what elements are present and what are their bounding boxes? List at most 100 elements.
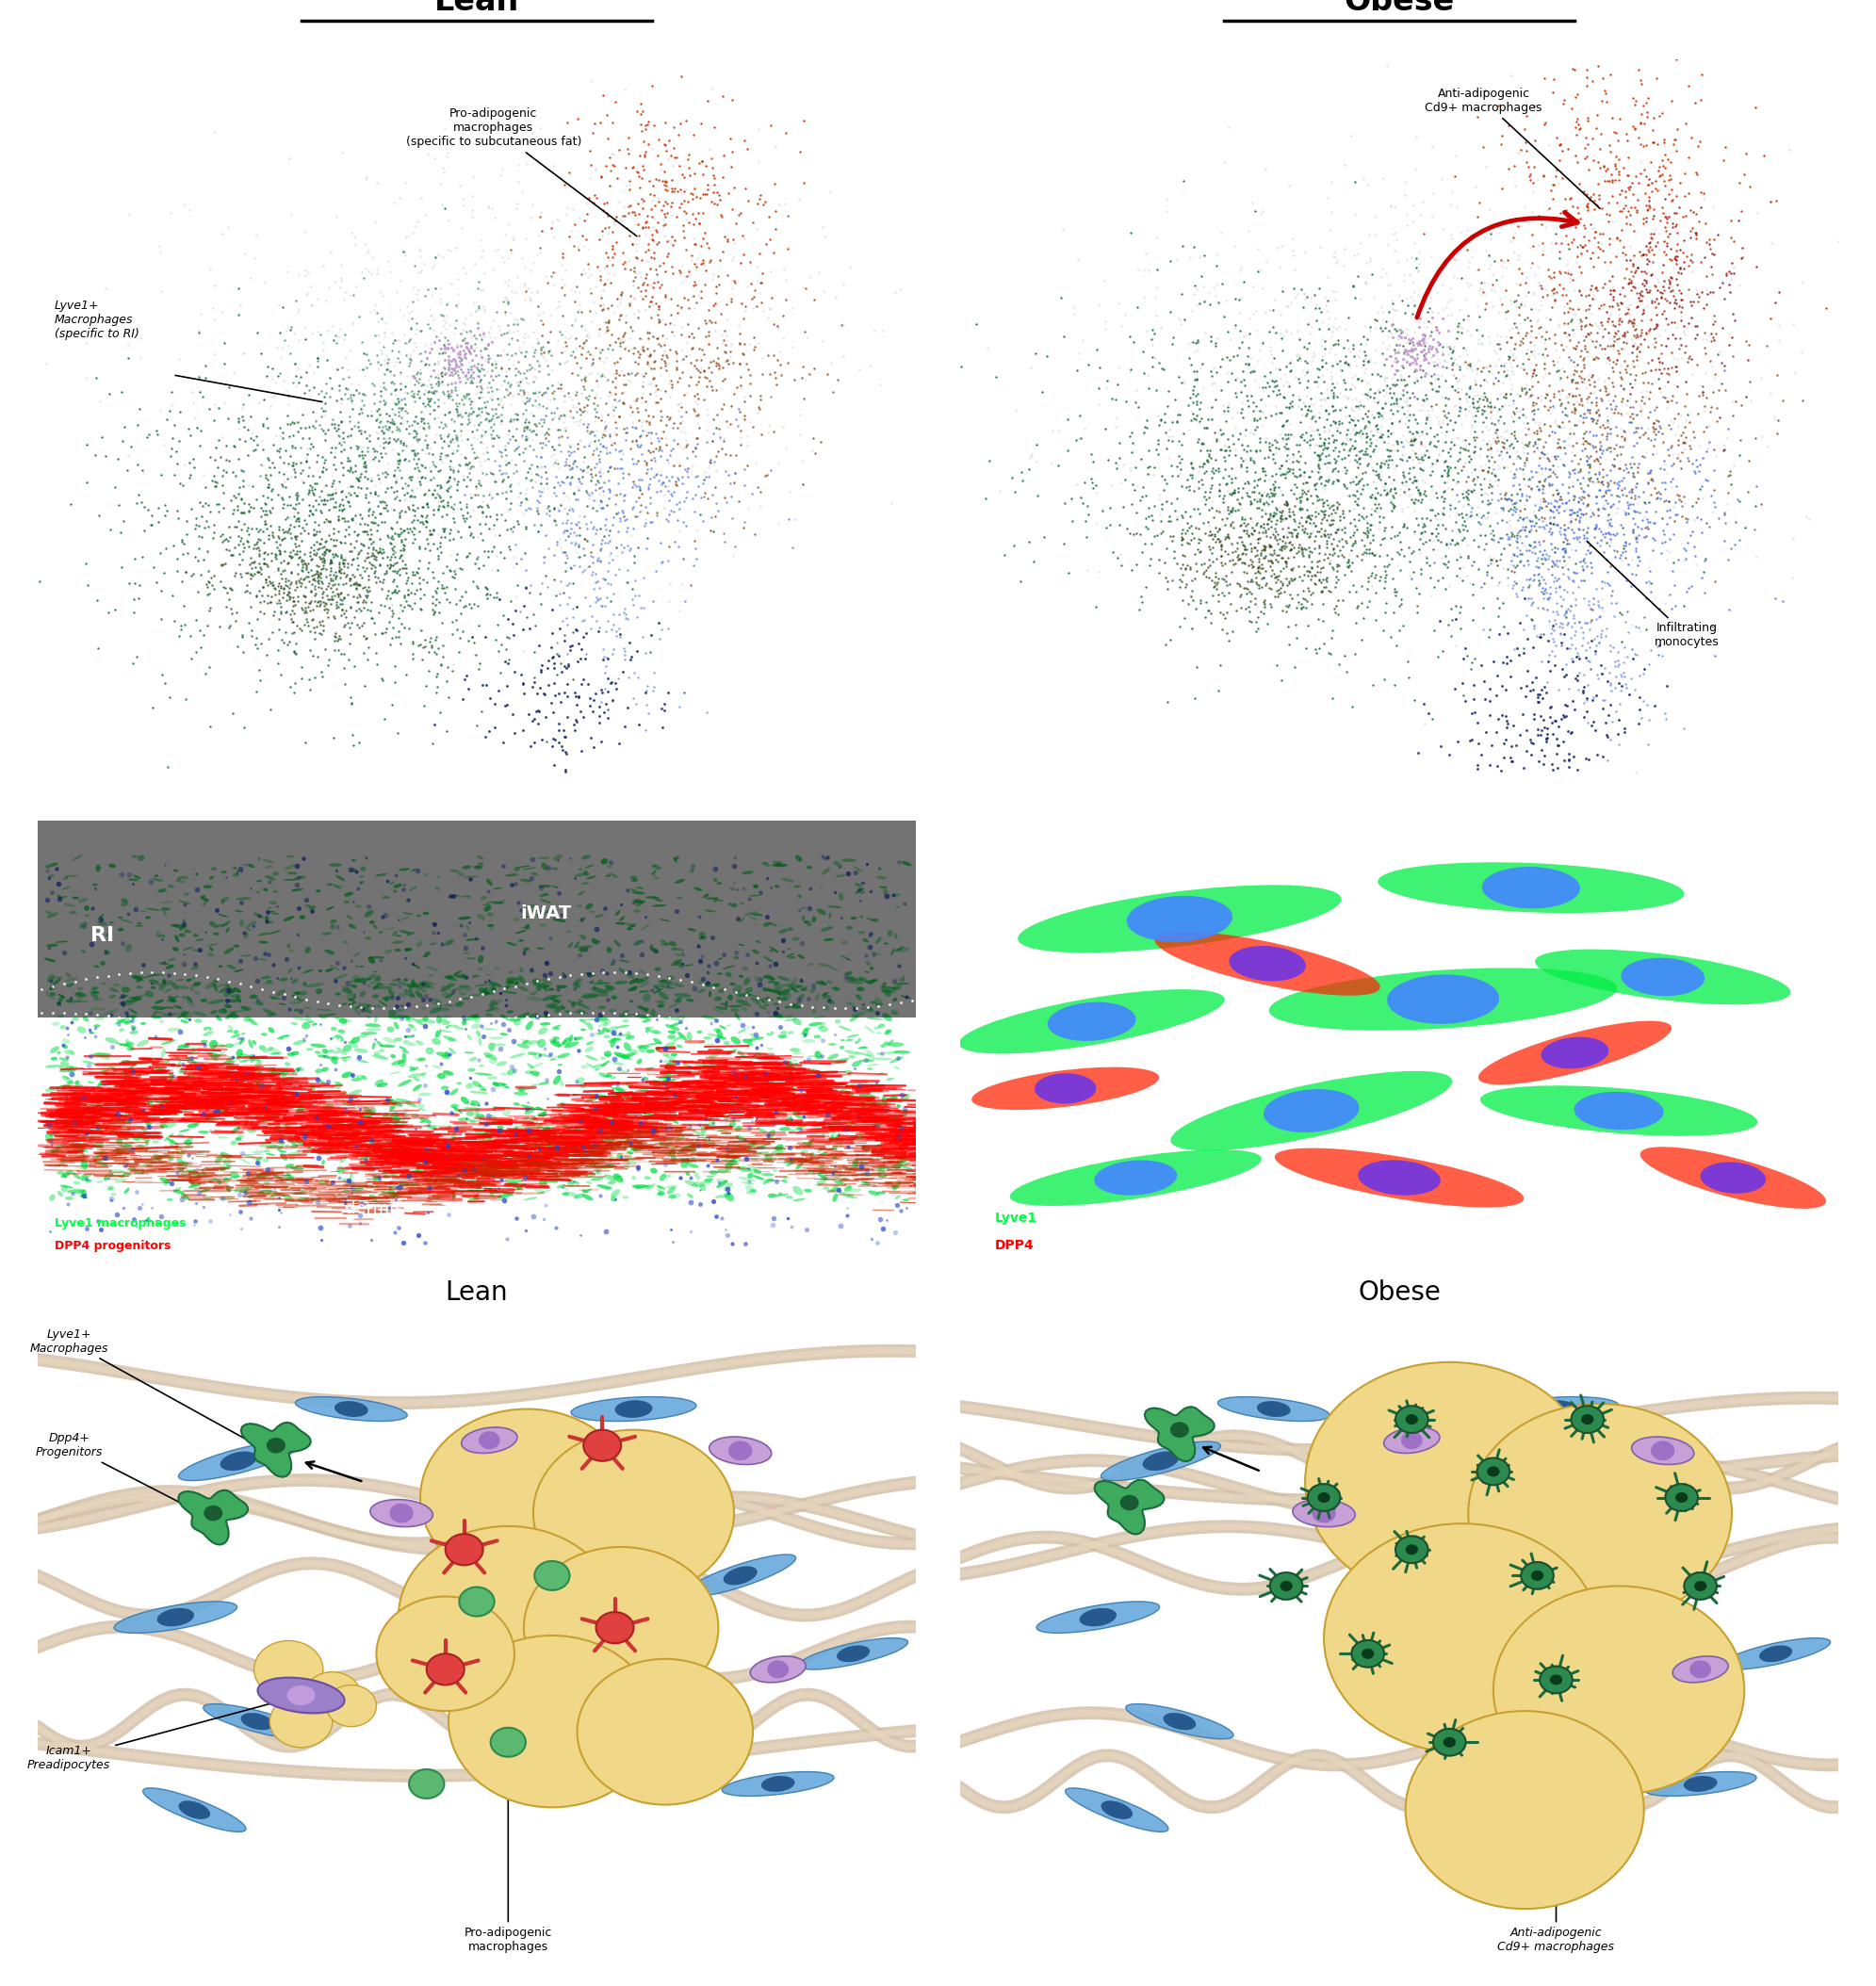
Ellipse shape <box>852 1061 861 1066</box>
Point <box>1101 447 1131 479</box>
Point <box>495 471 525 502</box>
Point <box>728 238 758 270</box>
Point <box>679 431 709 463</box>
Point <box>664 191 694 222</box>
Point <box>628 187 658 218</box>
Point <box>1345 435 1375 467</box>
Ellipse shape <box>882 989 891 993</box>
Point <box>128 455 158 487</box>
Point <box>1550 83 1580 115</box>
Point <box>1475 453 1505 485</box>
Point <box>1550 508 1580 540</box>
Point <box>278 596 308 628</box>
Point <box>1626 107 1657 139</box>
Point <box>1379 493 1409 524</box>
Point <box>1581 189 1611 220</box>
Point <box>310 395 340 427</box>
Point <box>225 945 255 977</box>
Ellipse shape <box>767 1031 775 1035</box>
Ellipse shape <box>538 1082 550 1084</box>
Point <box>1223 538 1253 570</box>
Point <box>568 604 598 636</box>
Ellipse shape <box>852 1005 855 1009</box>
Point <box>296 568 326 600</box>
Point <box>1473 355 1503 387</box>
Point <box>1321 274 1351 306</box>
Ellipse shape <box>364 1146 373 1154</box>
Point <box>1527 538 1557 570</box>
Point <box>326 638 356 669</box>
Point <box>876 487 906 518</box>
Point <box>1630 318 1660 350</box>
Point <box>589 429 619 461</box>
Point <box>533 357 563 389</box>
Point <box>272 578 302 610</box>
Point <box>366 588 396 620</box>
Point <box>341 610 371 641</box>
Point <box>1581 508 1611 540</box>
Point <box>1321 453 1351 485</box>
Point <box>1409 324 1439 355</box>
Point <box>1409 528 1439 560</box>
Point <box>1458 401 1488 433</box>
Point <box>788 469 818 500</box>
Point <box>469 354 499 385</box>
Point <box>326 405 356 437</box>
Point <box>107 377 137 409</box>
Ellipse shape <box>799 981 805 983</box>
Point <box>268 447 298 479</box>
Ellipse shape <box>765 862 769 868</box>
Point <box>1570 401 1600 433</box>
Point <box>242 965 272 997</box>
Point <box>244 522 274 554</box>
Point <box>1210 508 1240 540</box>
Point <box>1289 399 1319 431</box>
Point <box>634 407 664 439</box>
Ellipse shape <box>428 1170 445 1174</box>
Point <box>730 222 760 254</box>
Point <box>1510 485 1540 516</box>
Point <box>248 548 278 580</box>
Point <box>1321 496 1351 528</box>
Ellipse shape <box>771 989 780 993</box>
Point <box>1360 312 1390 344</box>
Point <box>638 1114 668 1146</box>
Point <box>1563 147 1593 179</box>
Ellipse shape <box>488 1076 497 1080</box>
Point <box>1574 536 1604 568</box>
Point <box>1248 375 1278 407</box>
Ellipse shape <box>537 1015 553 1019</box>
Point <box>572 342 602 373</box>
Point <box>75 1015 105 1047</box>
Point <box>212 429 242 461</box>
Ellipse shape <box>822 1186 829 1190</box>
Point <box>1593 421 1623 453</box>
Point <box>1304 397 1334 429</box>
Point <box>441 290 471 322</box>
Point <box>216 985 246 1017</box>
Point <box>1371 558 1401 590</box>
Point <box>1553 562 1583 594</box>
Point <box>585 485 615 516</box>
Point <box>1294 532 1324 564</box>
Point <box>1197 403 1227 435</box>
Point <box>542 659 572 691</box>
Point <box>315 479 345 510</box>
Point <box>428 500 458 532</box>
Point <box>1416 332 1446 363</box>
Point <box>456 298 486 330</box>
Point <box>1724 439 1754 471</box>
Point <box>1587 566 1617 598</box>
Point <box>1623 185 1653 216</box>
Point <box>523 453 553 485</box>
Point <box>1114 355 1144 387</box>
Point <box>1491 483 1521 514</box>
Point <box>638 70 668 101</box>
Point <box>124 393 154 425</box>
Point <box>1206 562 1236 594</box>
Point <box>278 447 308 479</box>
Point <box>1293 371 1323 403</box>
Point <box>1596 526 1626 558</box>
Point <box>1566 387 1596 419</box>
Point <box>379 423 409 455</box>
